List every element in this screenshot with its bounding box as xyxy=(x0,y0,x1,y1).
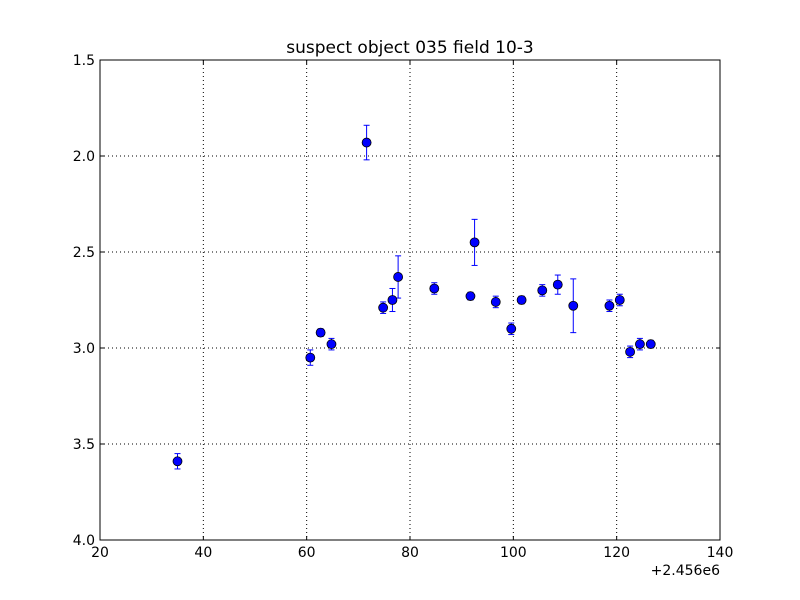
y-tick-labels: 1.5 2.0 2.5 3.0 3.5 4.0 xyxy=(73,53,95,549)
data-point xyxy=(614,295,625,305)
x-axis-offset-label: +2.456e6 xyxy=(651,563,720,579)
y-tick-label: 1.5 xyxy=(73,53,95,69)
x-tick-label: 40 xyxy=(194,545,212,561)
errorbar-layer xyxy=(174,124,654,470)
data-point xyxy=(361,137,372,148)
data-point xyxy=(552,279,563,290)
data-point xyxy=(490,297,501,307)
data-point xyxy=(645,339,656,350)
data-point xyxy=(393,272,404,282)
x-tick-label: 120 xyxy=(603,545,630,561)
y-tick-label: 2.5 xyxy=(73,245,95,261)
x-tick-labels: 20 40 60 80 100 120 140 xyxy=(91,545,733,561)
x-tick-label: 100 xyxy=(500,545,527,561)
data-point xyxy=(506,323,517,334)
y-tick-label: 2.0 xyxy=(73,149,95,165)
grid-layer xyxy=(100,60,720,540)
y-tick-label: 3.0 xyxy=(73,341,95,357)
data-point xyxy=(537,285,548,296)
data-point xyxy=(625,346,635,357)
x-tick-label: 140 xyxy=(707,545,734,561)
marker-layer xyxy=(172,137,656,467)
data-point xyxy=(465,291,476,302)
data-point xyxy=(469,237,480,248)
data-point xyxy=(315,327,326,338)
data-point xyxy=(305,352,316,363)
data-point xyxy=(387,295,398,305)
x-tick-label: 80 xyxy=(401,545,419,561)
y-tick-label: 4.0 xyxy=(73,533,95,549)
data-point xyxy=(429,283,440,294)
y-tick-label: 3.5 xyxy=(73,437,95,453)
tick-layer xyxy=(99,59,721,541)
data-point xyxy=(635,339,645,350)
x-tick-label: 60 xyxy=(298,545,316,561)
data-point xyxy=(604,300,615,311)
data-point xyxy=(568,300,579,311)
chart-title: suspect object 035 field 10-3 xyxy=(286,38,533,58)
data-point xyxy=(326,339,337,350)
data-point xyxy=(516,295,527,305)
x-tick-label: 20 xyxy=(91,545,109,561)
data-point xyxy=(172,456,183,467)
data-point xyxy=(378,302,389,313)
